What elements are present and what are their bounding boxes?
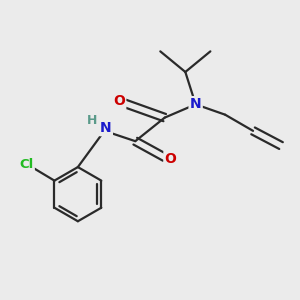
Text: O: O xyxy=(113,94,125,108)
Text: H: H xyxy=(87,114,97,127)
Text: N: N xyxy=(100,121,112,135)
Text: Cl: Cl xyxy=(19,158,34,171)
Text: N: N xyxy=(190,98,202,111)
Text: O: O xyxy=(165,152,176,166)
